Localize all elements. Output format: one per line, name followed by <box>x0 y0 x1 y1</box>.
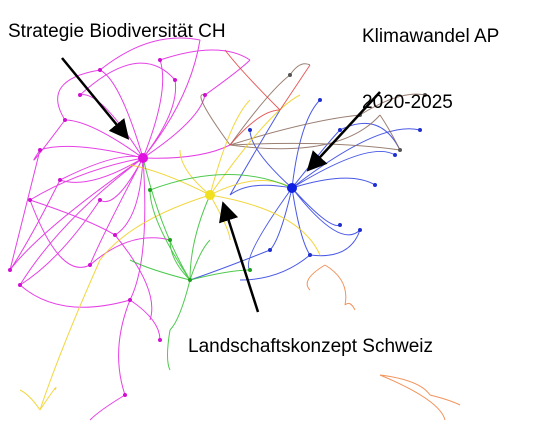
hub-yellow <box>205 190 215 200</box>
edges-brown <box>200 63 426 151</box>
hub-magenta <box>138 153 148 163</box>
edges-orange <box>306 264 461 421</box>
edges-blue <box>189 99 421 281</box>
node-label: 2020-2025 <box>362 92 453 113</box>
edges-red <box>224 49 311 146</box>
arrow <box>61 57 130 140</box>
node-label: Strategie Biodiversität CH <box>8 21 226 42</box>
edges-magenta <box>9 37 251 421</box>
hub-blue <box>287 183 297 193</box>
node-label: Klimawandel AP <box>362 26 499 47</box>
nodes-blue <box>248 98 422 257</box>
edges-green <box>129 157 293 371</box>
edges-yellow <box>19 94 321 411</box>
node-label: Landschaftskonzept Schweiz <box>188 336 433 357</box>
arrow <box>219 201 260 313</box>
arrow <box>306 91 381 172</box>
nodes-dark <box>288 73 427 152</box>
nodes-green <box>148 188 252 282</box>
nodes-magenta <box>8 58 207 397</box>
